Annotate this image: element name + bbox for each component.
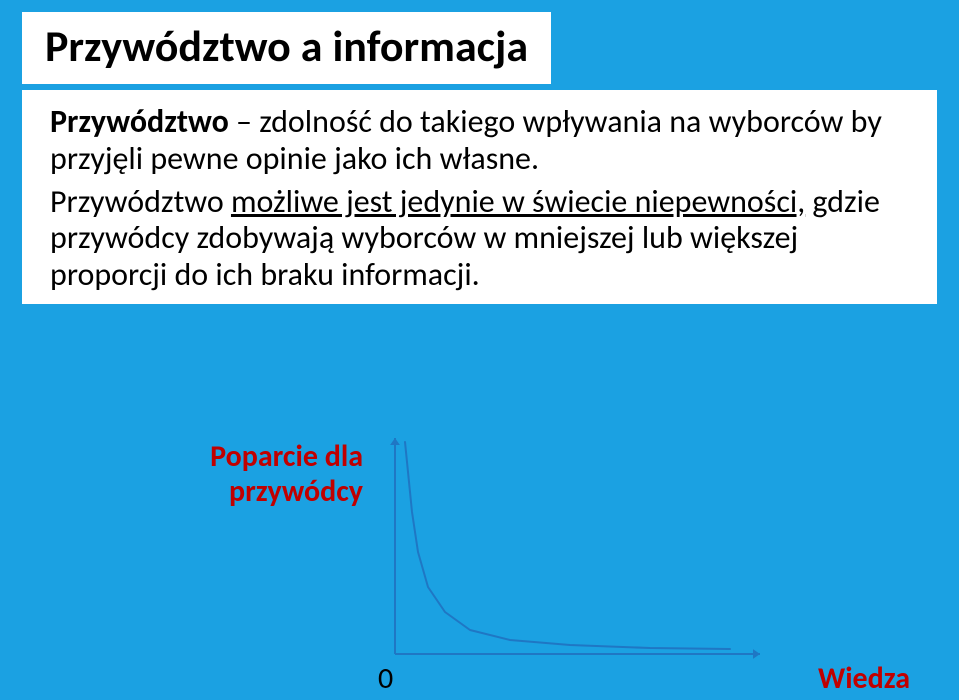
chart-zero-label: 0 — [378, 660, 393, 697]
para2-underlined: możliwe jest jedynie w świecie niepewnoś… — [231, 182, 805, 221]
paragraph-2: Przywództwo możliwe jest jedynie w świec… — [50, 184, 909, 294]
chart-y-label: Poparcie dla przywódcy — [183, 440, 363, 509]
chart-x-label: Wiedza — [818, 660, 910, 697]
paragraph-1: Przywództwo – zdolność do takiego wpływa… — [50, 104, 909, 178]
ylabel-line1: Poparcie dla — [210, 438, 363, 475]
body-box: Przywództwo – zdolność do takiego wpływa… — [22, 90, 937, 304]
para2-pre: Przywództwo — [50, 182, 231, 221]
para1-lead: Przywództwo — [50, 102, 229, 141]
slide: Przywództwo a informacja Przywództwo – z… — [0, 0, 959, 700]
slide-title: Przywództwo a informacja — [45, 19, 528, 73]
title-box: Przywództwo a informacja — [22, 12, 551, 84]
decay-chart — [370, 432, 770, 682]
ylabel-line2: przywódcy — [229, 473, 363, 510]
